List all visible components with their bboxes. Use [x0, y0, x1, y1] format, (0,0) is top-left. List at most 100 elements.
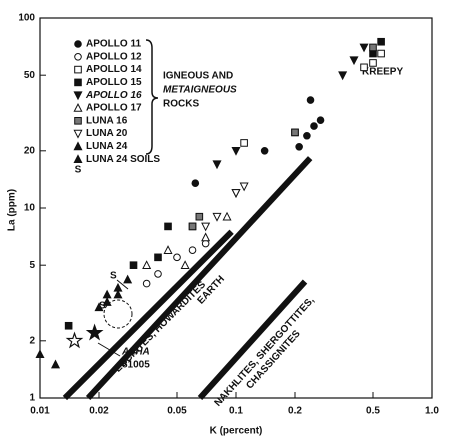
meteorite-label: ALHA	[121, 347, 150, 358]
point	[369, 59, 377, 67]
point	[94, 302, 104, 312]
y-tick-label: 20	[24, 145, 36, 156]
point	[377, 49, 385, 58]
point	[295, 142, 303, 151]
point	[239, 182, 249, 192]
point	[212, 160, 222, 170]
y-tick-label: 100	[18, 13, 35, 24]
point	[163, 245, 173, 254]
arrow	[116, 279, 129, 290]
star-marker	[65, 331, 84, 349]
y-tick-label: 2	[29, 335, 35, 346]
point	[306, 96, 315, 104]
point	[303, 131, 311, 140]
point	[191, 179, 200, 188]
x-tick-label: 0.2	[288, 406, 302, 417]
point	[188, 246, 197, 254]
legend-label: APOLLO 17	[86, 103, 142, 114]
point	[113, 289, 123, 299]
point	[201, 222, 211, 232]
legend-label: LUNA 24	[86, 141, 128, 152]
point	[310, 122, 318, 130]
point	[360, 63, 368, 72]
point	[154, 270, 162, 278]
meteorite-label: 81005	[122, 360, 150, 371]
x-tick-label: 0.1	[229, 406, 243, 417]
point	[240, 139, 248, 147]
point	[359, 43, 369, 53]
point	[231, 147, 241, 156]
point	[201, 239, 210, 248]
point	[113, 282, 123, 292]
annotation: S	[99, 301, 106, 312]
legend-label: LUNA 16	[86, 115, 128, 126]
dashed-circle	[103, 299, 133, 329]
legend-symbol	[74, 65, 82, 74]
legend-soil-mark: S	[75, 165, 82, 176]
trend-label-text: NAKHLITES, SHERGOTTITES,	[213, 295, 317, 409]
annotation: KREEPY	[362, 67, 403, 78]
point	[222, 211, 232, 221]
point	[369, 49, 377, 58]
point	[231, 189, 241, 198]
point	[102, 297, 112, 306]
x-axis-label: K (percent)	[210, 426, 263, 437]
x-tick-label: 0.02	[89, 406, 109, 417]
legend-label: LUNA 20	[86, 128, 128, 139]
legend-symbol	[74, 53, 82, 61]
legend-symbol	[74, 78, 82, 87]
point	[51, 359, 61, 369]
y-tick-label: 1	[29, 393, 35, 404]
point	[260, 147, 269, 155]
point	[212, 212, 222, 222]
trend-line	[85, 156, 313, 401]
legend-symbol	[73, 129, 83, 139]
point	[349, 56, 359, 66]
arrow	[97, 342, 121, 357]
point	[35, 349, 45, 359]
legend-label: APOLLO 12	[86, 51, 142, 62]
point	[180, 260, 190, 269]
x-tick-label: 0.01	[30, 406, 50, 417]
point	[316, 116, 325, 124]
bracket-label: METAIGNEOUS	[163, 85, 237, 96]
y-tick-label: 5	[29, 260, 35, 271]
point	[188, 222, 197, 231]
point	[64, 321, 73, 330]
point	[142, 260, 152, 269]
y-axis-label: La (ppm)	[7, 189, 18, 231]
bracket	[145, 39, 159, 155]
point	[291, 128, 299, 137]
star-marker	[85, 323, 104, 341]
point	[201, 232, 211, 242]
legend-label: APOLLO 16	[85, 90, 142, 101]
point	[369, 43, 377, 52]
point	[123, 274, 133, 284]
y-tick-label: 10	[24, 203, 36, 214]
trend-line	[197, 279, 308, 401]
legend-symbol	[74, 40, 82, 48]
legend-symbol	[73, 91, 83, 101]
x-tick-label: 0.5	[366, 406, 380, 417]
bracket-label: ROCKS	[163, 99, 199, 110]
legend-symbol	[73, 103, 83, 112]
legend-symbol	[73, 154, 83, 163]
legend-label: APOLLO 11	[86, 39, 141, 50]
trend-line	[62, 229, 234, 401]
bracket-label: IGNEOUS AND	[163, 71, 233, 82]
legend-label: APOLLO 14	[86, 64, 142, 75]
x-tick-label: 0.05	[167, 406, 187, 417]
point	[338, 71, 348, 81]
point	[142, 279, 151, 288]
y-tick-label: 50	[24, 70, 36, 81]
point	[154, 253, 162, 262]
point	[377, 37, 385, 46]
point	[195, 212, 204, 221]
legend-symbol	[73, 141, 83, 151]
legend-label: LUNA 24 SOILS	[86, 154, 160, 165]
point	[173, 253, 181, 262]
legend-symbol	[74, 117, 82, 125]
point	[164, 222, 172, 231]
x-tick-label: 1.0	[425, 406, 439, 417]
